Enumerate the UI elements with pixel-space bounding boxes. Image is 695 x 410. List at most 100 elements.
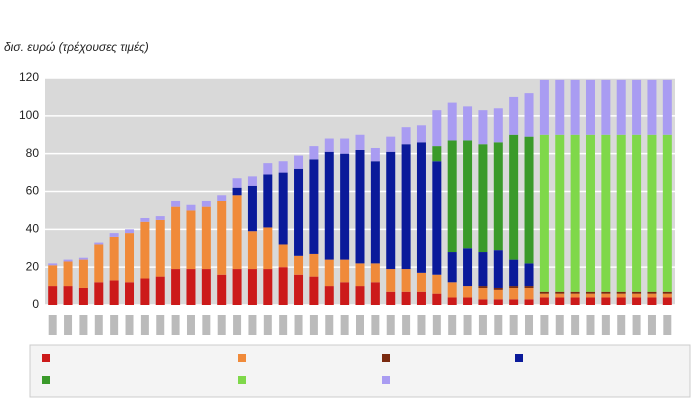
bar-segment: [509, 96, 519, 135]
x-tick-placeholder: [386, 315, 395, 335]
bar-segment: [555, 79, 565, 135]
bar-segment: [217, 195, 227, 201]
bar-segment: [309, 159, 319, 254]
bar-segment: [555, 297, 565, 305]
bar-segment: [386, 151, 396, 270]
bar-segment: [155, 219, 165, 277]
bar-segment: [355, 134, 365, 150]
bar-segment: [247, 269, 257, 305]
bar-segment: [616, 134, 626, 292]
bar-segment: [401, 269, 411, 292]
bar-segment: [109, 236, 119, 281]
bar-segment: [463, 297, 473, 305]
bar-segment: [370, 263, 380, 283]
x-tick-placeholder: [417, 315, 426, 335]
bar-segment: [601, 291, 611, 294]
x-tick-placeholder: [340, 315, 349, 335]
bar-segment: [416, 272, 426, 292]
x-tick-placeholder: [448, 315, 457, 335]
bar-segment: [555, 134, 565, 292]
bar-segment: [340, 153, 350, 260]
bar-segment: [201, 200, 211, 207]
x-tick-placeholder: [94, 315, 103, 335]
x-tick-placeholder: [617, 315, 626, 335]
bar-segment: [524, 299, 534, 305]
bar-segment: [217, 274, 227, 305]
y-tick-label: 120: [19, 70, 39, 84]
bar-segment: [647, 291, 657, 294]
bar-segment: [524, 263, 534, 287]
bar-segment: [340, 138, 350, 154]
bar-segment: [493, 108, 503, 143]
bar-segment: [478, 287, 488, 300]
x-tick-placeholder: [110, 315, 119, 335]
bar-segment: [171, 200, 181, 207]
bar-segment: [155, 276, 165, 305]
bar-segment: [263, 227, 273, 270]
bar-segment: [355, 149, 365, 264]
bar-segment: [263, 269, 273, 305]
bar-segment: [432, 161, 442, 275]
x-tick-placeholder: [540, 315, 549, 335]
bar-segment: [401, 144, 411, 270]
bar-segment: [585, 79, 595, 135]
bar-segment: [125, 229, 135, 234]
bar-segment: [340, 282, 350, 305]
bar-segment: [539, 297, 549, 305]
bar-segment: [509, 299, 519, 305]
x-tick-placeholder: [171, 315, 180, 335]
bar-segment: [585, 293, 595, 298]
bar-segment: [647, 293, 657, 298]
bar-segment: [48, 263, 58, 266]
y-tick-label: 20: [26, 259, 40, 273]
bar-segment: [585, 291, 595, 294]
bar-segment: [493, 287, 503, 290]
bar-segment: [232, 178, 242, 188]
bar-segment: [309, 253, 319, 277]
bar-segment: [539, 134, 549, 292]
bar-segment: [48, 286, 58, 305]
bar-segment: [278, 244, 288, 268]
bar-segment: [171, 206, 181, 270]
bar-segment: [601, 297, 611, 305]
bar-segment: [432, 274, 442, 294]
bar-segment: [539, 79, 549, 135]
bar-segment: [478, 110, 488, 145]
x-tick-placeholder: [571, 315, 580, 335]
legend-swatch: [238, 354, 246, 362]
bar-segment: [186, 204, 196, 211]
bar-segment: [662, 79, 672, 135]
bar-segment: [324, 138, 334, 152]
x-tick-placeholder: [601, 315, 610, 335]
bar-segment: [309, 276, 319, 305]
x-tick-placeholder: [233, 315, 242, 335]
bar-segment: [416, 291, 426, 305]
bar-segment: [647, 297, 657, 305]
bar-segment: [401, 127, 411, 145]
bar-segment: [155, 216, 165, 220]
y-tick-label: 40: [26, 222, 40, 236]
bar-segment: [616, 293, 626, 298]
bar-segment: [463, 248, 473, 287]
legend-swatch: [238, 376, 246, 384]
bar-segment: [294, 155, 304, 169]
x-tick-placeholder: [279, 315, 288, 335]
y-axis-label: δισ. ευρώ (τρέχουσες τιμές): [4, 40, 149, 54]
bar-segment: [662, 297, 672, 305]
y-tick-label: 60: [26, 184, 40, 198]
bar-segment: [432, 110, 442, 147]
bar-segment: [447, 140, 457, 253]
bar-segment: [94, 242, 104, 245]
bar-segment: [478, 286, 488, 288]
x-tick-placeholder: [432, 315, 441, 335]
bar-segment: [171, 269, 181, 305]
x-tick-placeholder: [64, 315, 73, 335]
bar-segment: [570, 291, 580, 294]
bar-segment: [616, 79, 626, 135]
bar-segment: [632, 79, 642, 135]
bar-segment: [463, 140, 473, 249]
bar-segment: [232, 195, 242, 270]
bar-segment: [247, 176, 257, 186]
x-tick-placeholder: [309, 315, 318, 335]
legend-swatch: [515, 354, 523, 362]
